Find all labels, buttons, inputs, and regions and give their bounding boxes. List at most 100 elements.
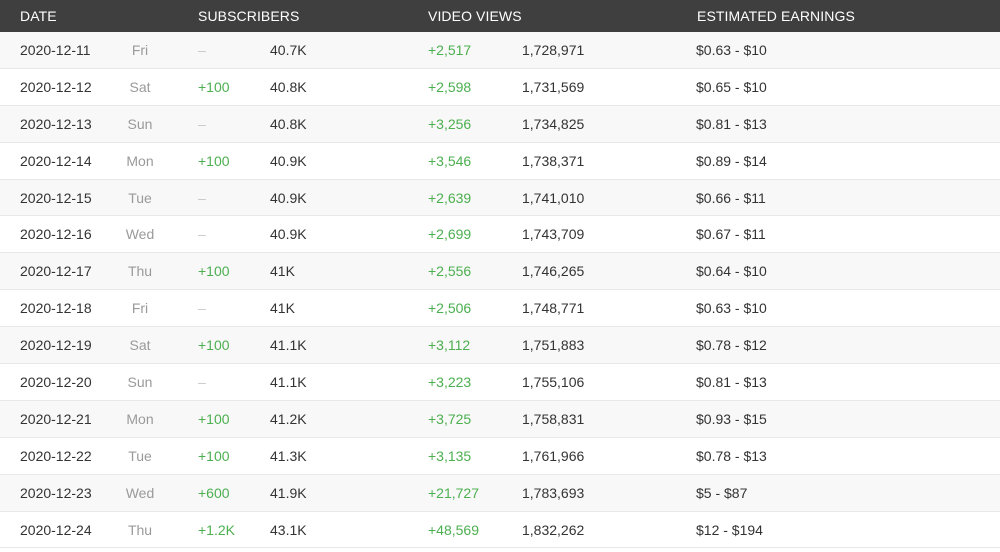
- row-estimated-earnings: $0.66 - $11: [696, 189, 766, 206]
- row-estimated-earnings: $0.63 - $10: [696, 300, 767, 317]
- row-subscriber-total: 43.1K: [270, 521, 307, 538]
- table-row: 2020-12-12 Sat +100 40.8K +2,598 1,731,569 $0.…: [0, 68, 1000, 106]
- row-subscriber-change: +100: [198, 337, 230, 354]
- row-view-change: +3,256: [428, 115, 472, 132]
- row-view-total: 1,734,825: [522, 115, 585, 132]
- row-date: 2020-12-15: [20, 189, 92, 206]
- row-date: 2020-12-13: [20, 115, 92, 132]
- row-subscriber-total: 40.8K: [270, 115, 307, 132]
- table-row: 2020-12-20 Sun – 41.1K +3,223 1,755,106 $0.81 …: [0, 364, 1000, 401]
- row-weekday: Wed: [125, 226, 155, 243]
- row-date: 2020-12-21: [20, 410, 92, 427]
- header-video-views[interactable]: VIDEO VIEWS: [428, 8, 522, 24]
- row-view-total: 1,743,709: [522, 226, 585, 243]
- row-subscriber-total: 41.9K: [270, 484, 307, 501]
- row-subscriber-total: 40.9K: [270, 226, 307, 243]
- row-view-total: 1,738,371: [522, 152, 585, 169]
- row-subscriber-total: 41.1K: [270, 337, 307, 354]
- row-view-total: 1,748,771: [522, 300, 585, 317]
- row-date: 2020-12-17: [20, 263, 92, 280]
- table-row: 2020-12-11 Fri – 40.7K +2,517 1,728,971 $0.63 …: [0, 32, 1000, 69]
- row-estimated-earnings: $0.93 - $15: [696, 410, 767, 427]
- row-view-change: +2,517: [428, 42, 472, 58]
- row-subscriber-change: +100: [198, 447, 230, 464]
- table-row: 2020-12-14 Mon +100 40.9K +3,546 1,738,371 $0.…: [0, 142, 1000, 180]
- row-subscriber-change: +100: [198, 152, 230, 169]
- row-subscriber-total: 40.9K: [270, 152, 307, 169]
- row-weekday: Fri: [131, 300, 149, 317]
- row-subscriber-total: 40.9K: [270, 189, 307, 206]
- row-weekday: Fri: [131, 42, 149, 58]
- row-date: 2020-12-20: [20, 374, 92, 391]
- row-subscriber-change: +100: [198, 263, 230, 280]
- row-subscriber-total: 41.3K: [270, 447, 307, 464]
- header-estimated-earnings[interactable]: ESTIMATED EARNINGS: [697, 8, 855, 24]
- row-estimated-earnings: $0.78 - $13: [696, 447, 767, 464]
- row-estimated-earnings: $0.78 - $12: [696, 337, 767, 354]
- row-date: 2020-12-11: [20, 42, 91, 58]
- row-subscriber-change: –: [198, 226, 206, 243]
- row-weekday: Mon: [126, 152, 154, 169]
- row-weekday: Sun: [127, 374, 153, 391]
- row-subscriber-change: –: [198, 374, 206, 391]
- row-estimated-earnings: $0.89 - $14: [696, 152, 767, 169]
- row-view-total: 1,755,106: [522, 374, 585, 391]
- row-view-total: 1,731,569: [522, 78, 585, 95]
- row-date: 2020-12-12: [20, 78, 92, 95]
- row-estimated-earnings: $0.63 - $10: [696, 42, 767, 58]
- row-subscriber-total: 41K: [270, 300, 295, 317]
- row-view-change: +3,112: [428, 337, 471, 354]
- table-row: 2020-12-13 Sun – 40.8K +3,256 1,734,825 $0.81 …: [0, 105, 1000, 143]
- row-date: 2020-12-22: [20, 447, 92, 464]
- header-date[interactable]: DATE: [20, 8, 57, 24]
- row-estimated-earnings: $0.64 - $10: [696, 263, 767, 280]
- row-date: 2020-12-16: [20, 226, 92, 243]
- row-date: 2020-12-18: [20, 300, 92, 317]
- row-weekday: Thu: [127, 263, 153, 280]
- row-view-total: 1,746,265: [522, 263, 585, 280]
- row-subscriber-change: –: [198, 115, 206, 132]
- row-date: 2020-12-14: [20, 152, 92, 169]
- row-weekday: Tue: [128, 189, 152, 206]
- table-row: 2020-12-16 Wed – 40.9K +2,699 1,743,709 $0.67 …: [0, 216, 1000, 254]
- table-row: 2020-12-23 Wed +600 41.9K +21,727 1,783,693 $5…: [0, 474, 1000, 512]
- row-subscriber-change: –: [198, 189, 206, 206]
- row-weekday: Mon: [126, 410, 154, 427]
- row-subscriber-change: +1.2K: [198, 521, 235, 538]
- row-subscriber-total: 41K: [270, 263, 295, 280]
- row-weekday: Sat: [129, 78, 151, 95]
- table-row: 2020-12-22 Tue +100 41.3K +3,135 1,761,966 $0.…: [0, 437, 1000, 475]
- row-subscriber-total: 41.1K: [270, 374, 307, 391]
- row-view-change: +2,699: [428, 226, 472, 243]
- row-weekday: Tue: [128, 447, 152, 464]
- table-row: 2020-12-15 Tue – 40.9K +2,639 1,741,010 $0.66 …: [0, 179, 1000, 217]
- row-weekday: Sat: [129, 337, 151, 354]
- header-subscribers[interactable]: SUBSCRIBERS: [198, 8, 300, 24]
- table-body: 2020-12-11 Fri – 40.7K +2,517 1,728,971 $0.63 …: [0, 32, 1000, 549]
- row-view-total: 1,783,693: [522, 484, 585, 501]
- row-view-total: 1,761,966: [522, 447, 585, 464]
- row-date: 2020-12-23: [20, 484, 92, 501]
- row-weekday: Wed: [125, 484, 155, 501]
- table-row: 2020-12-19 Sat +100 41.1K +3,112 1,751,883 $0.…: [0, 327, 1000, 365]
- row-weekday: Thu: [127, 521, 153, 538]
- row-view-change: +3,546: [428, 152, 472, 169]
- row-view-total: 1,728,971: [522, 42, 585, 58]
- row-date: 2020-12-24: [20, 521, 92, 538]
- table-row: 2020-12-17 Thu +100 41K +2,556 1,746,265 $0.64…: [0, 253, 1000, 291]
- row-estimated-earnings: $0.81 - $13: [696, 115, 767, 132]
- row-weekday: Sun: [127, 115, 153, 132]
- row-subscriber-change: –: [198, 42, 206, 58]
- row-view-change: +2,598: [428, 78, 472, 95]
- row-date: 2020-12-19: [20, 337, 92, 354]
- row-subscriber-change: +100: [198, 410, 230, 427]
- row-view-change: +3,135: [428, 447, 472, 464]
- row-view-change: +48,569: [428, 521, 479, 538]
- row-estimated-earnings: $0.65 - $10: [696, 78, 767, 95]
- row-subscriber-total: 41.2K: [270, 410, 307, 427]
- row-subscriber-total: 40.8K: [270, 78, 307, 95]
- row-view-total: 1,758,831: [522, 410, 585, 427]
- row-view-total: 1,741,010: [522, 189, 585, 206]
- row-view-change: +3,725: [428, 410, 472, 427]
- row-view-change: +2,506: [428, 300, 472, 317]
